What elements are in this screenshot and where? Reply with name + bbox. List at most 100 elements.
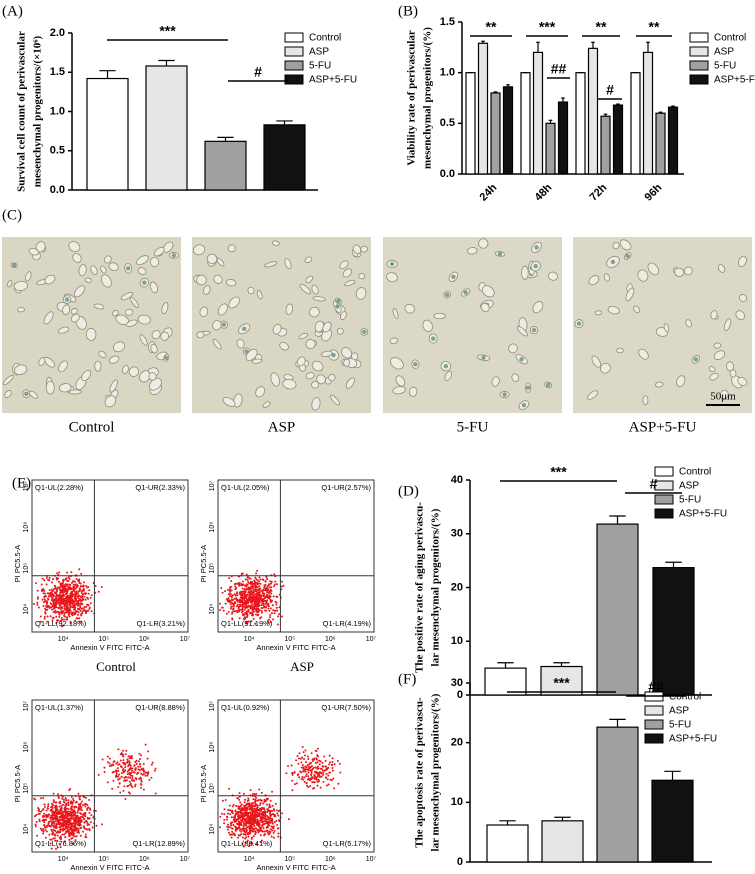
event-dot <box>127 755 129 757</box>
event-dot <box>53 603 55 605</box>
event-dot <box>79 605 81 607</box>
event-dot <box>242 580 244 582</box>
event-dot <box>78 828 80 830</box>
event-dot <box>302 779 304 781</box>
event-dot <box>61 807 63 809</box>
event-dot <box>275 604 277 606</box>
event-dot <box>43 579 45 581</box>
event-dot <box>235 805 237 807</box>
event-dot <box>46 583 48 585</box>
event-dot <box>256 591 258 593</box>
event-dot <box>307 775 309 777</box>
event-dot <box>243 831 245 833</box>
event-dot <box>132 780 134 782</box>
event-dot <box>307 756 309 758</box>
cell <box>595 311 602 315</box>
event-dot <box>267 603 269 605</box>
event-dot <box>311 781 313 783</box>
y-tick-label: 10⁵ <box>23 563 30 574</box>
event-dot <box>322 774 324 776</box>
event-dot <box>326 784 328 786</box>
event-dot <box>241 591 243 593</box>
event-dot <box>117 775 119 777</box>
event-dot <box>116 771 118 773</box>
event-dot <box>334 763 336 765</box>
event-dot <box>78 804 80 806</box>
event-dot <box>230 605 232 607</box>
event-dot <box>252 596 254 598</box>
event-dot <box>61 607 63 609</box>
stain <box>546 383 550 387</box>
quadrant-label: Q1-LR(12.89%) <box>132 839 185 848</box>
event-dot <box>229 590 231 592</box>
event-dot <box>146 775 148 777</box>
event-dot <box>241 611 243 613</box>
event-dot <box>71 582 73 584</box>
y-tick-label: 10⁶ <box>23 742 30 753</box>
event-dot <box>47 803 49 805</box>
event-dot <box>337 760 339 762</box>
event-dot <box>249 593 251 595</box>
event-dot <box>277 814 279 816</box>
event-dot <box>152 762 154 764</box>
event-dot <box>67 590 69 592</box>
event-dot <box>262 820 264 822</box>
event-dot <box>42 578 44 580</box>
event-dot <box>268 610 270 612</box>
event-dot <box>327 767 329 769</box>
event-dot <box>155 792 157 794</box>
event-dot <box>78 608 80 610</box>
stain <box>390 262 394 266</box>
event-dot <box>125 753 127 755</box>
event-dot <box>74 823 76 825</box>
event-dot <box>57 793 59 795</box>
event-dot <box>67 608 69 610</box>
event-dot <box>72 601 74 603</box>
event-dot <box>327 774 329 776</box>
event-dot <box>269 614 271 616</box>
event-dot <box>65 797 67 799</box>
stain <box>12 263 16 267</box>
event-dot <box>54 817 56 819</box>
event-dot <box>76 801 78 803</box>
event-dot <box>69 584 71 586</box>
event-dot <box>58 602 60 604</box>
event-dot <box>103 767 105 769</box>
event-dot <box>125 776 127 778</box>
stain <box>694 357 698 361</box>
event-dot <box>262 803 264 805</box>
event-dot <box>247 602 249 604</box>
event-dot <box>278 613 280 615</box>
event-dot <box>244 588 246 590</box>
event-dot <box>329 761 331 763</box>
event-dot <box>47 579 49 581</box>
bar <box>479 43 488 174</box>
event-dot <box>257 805 259 807</box>
event-dot <box>257 604 259 606</box>
event-dot <box>314 781 316 783</box>
event-dot <box>263 592 265 594</box>
event-dot <box>144 775 146 777</box>
event-dot <box>37 598 39 600</box>
bar <box>614 105 623 174</box>
significance-mark: *** <box>553 675 570 691</box>
event-dot <box>277 624 279 626</box>
event-dot <box>261 612 263 614</box>
event-dot <box>242 816 244 818</box>
event-dot <box>40 828 42 830</box>
quadrant-label: Q1-LL(92.18%) <box>35 619 87 628</box>
y-tick-label: 10⁴ <box>209 824 216 835</box>
event-dot <box>253 817 255 819</box>
event-dot <box>277 832 279 834</box>
event-dot <box>62 829 64 831</box>
legend-swatch <box>645 734 663 743</box>
y-tick-label: 0.0 <box>440 168 455 180</box>
event-dot <box>331 764 333 766</box>
event-dot <box>48 822 50 824</box>
event-dot <box>267 832 269 834</box>
event-dot <box>244 801 246 803</box>
event-dot <box>70 571 72 573</box>
event-dot <box>62 814 64 816</box>
event-dot <box>270 583 272 585</box>
event-dot <box>137 768 139 770</box>
